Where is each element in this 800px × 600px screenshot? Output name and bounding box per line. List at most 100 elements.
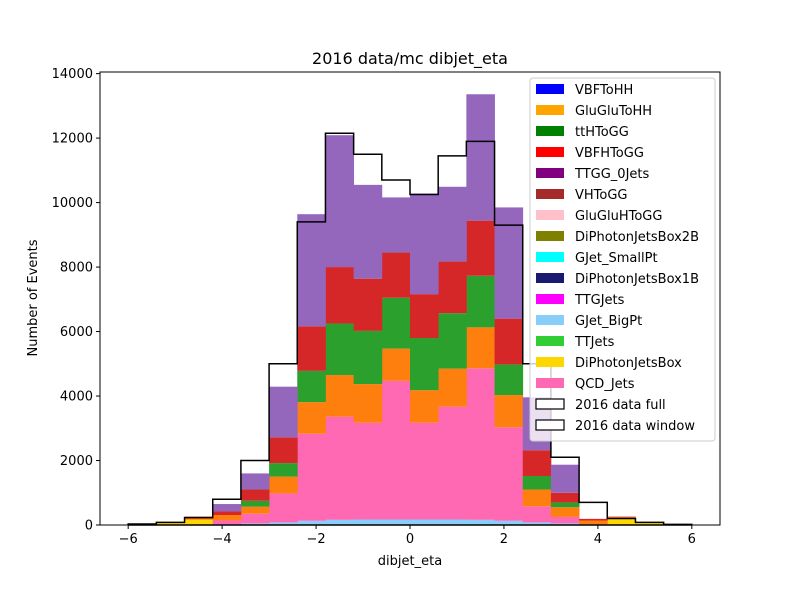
- bar-gjet-bigpt-bin-12: [466, 519, 495, 525]
- bar-bkg-orange-bin-7: [325, 375, 355, 417]
- bar-bkg-green-bin-12: [466, 275, 495, 328]
- legend-swatch-diphotonjetsbox: [536, 357, 564, 367]
- x-tick-label: −4: [213, 532, 232, 547]
- legend-label-ttgjets: TTGJets: [574, 293, 625, 308]
- bar-bkg-orange-bin-4: [240, 506, 270, 514]
- bar-gjet-bigpt-bin-9: [381, 519, 411, 525]
- legend-swatch-2016-data-window: [535, 419, 565, 431]
- bar-bkg-green-bin-8: [353, 330, 383, 385]
- bar-bkg-green-bin-11: [438, 313, 467, 369]
- bar-bkg-green-bin-4: [240, 500, 270, 507]
- bar-bkg-purple-bin-11: [438, 186, 467, 262]
- x-tick-label: −2: [306, 532, 325, 547]
- bar-gjet-bigpt-bin-15: [550, 523, 580, 525]
- legend-label-gjet-smallpt: GJet_SmallPt: [575, 251, 658, 266]
- x-tick-label: 2: [500, 532, 508, 547]
- bar-qcd-jets-bin-11: [438, 406, 467, 520]
- legend-swatch-gjet-smallpt: [536, 252, 564, 262]
- y-tick-label: 4000: [60, 390, 93, 405]
- legend-swatch-gluglutohh: [536, 105, 564, 115]
- bar-bkg-red-bin-3: [212, 511, 242, 516]
- legend-swatch-ttjets: [536, 336, 564, 346]
- bar-bkg-red-bin-17: [607, 516, 636, 518]
- bar-bkg-red-bin-5: [269, 437, 298, 464]
- legend: VBFToHH GluGluToHH ttHToGG VBFHToGG TTGG_0Je…: [529, 77, 716, 442]
- x-tick-label: −6: [119, 532, 138, 547]
- bar-bkg-purple-bin-5: [269, 386, 298, 438]
- bar-diphotonjetsbox-bin-17: [607, 518, 636, 525]
- bar-bkg-orange-bin-11: [438, 368, 467, 407]
- legend-swatch-gjet-bigpt: [536, 315, 564, 325]
- bar-bkg-green-bin-6: [297, 370, 326, 403]
- bar-qcd-jets-bin-6: [297, 433, 326, 521]
- legend-swatch-ttgjets: [536, 294, 564, 304]
- bar-gjet-bigpt-bin-14: [522, 522, 552, 525]
- bar-qcd-jets-bin-14: [522, 506, 552, 523]
- y-axis-ticks: 0 2000 4000 6000 8000 10000 12000 14000: [52, 67, 100, 534]
- legend-swatch-diphotonjetsbox2b: [536, 231, 564, 241]
- bar-bkg-green-bin-5: [269, 463, 298, 477]
- bar-gjet-bigpt-bin-5: [269, 522, 298, 525]
- bar-bkg-red-bin-7: [325, 267, 355, 324]
- legend-swatch-qcd-jets: [536, 378, 564, 388]
- bar-bkg-green-bin-7: [325, 323, 355, 376]
- legend-label-gjet-bigpt: GJet_BigPt: [575, 314, 642, 329]
- bar-gjet-bigpt-bin-7: [325, 519, 355, 525]
- bar-bkg-green-bin-13: [494, 364, 524, 396]
- bar-qcd-jets-bin-5: [269, 493, 298, 523]
- bar-diphotonjetsbox-bin-2: [184, 519, 214, 525]
- legend-swatch-2016-data-full: [535, 398, 565, 410]
- legend-box: [529, 77, 716, 442]
- bar-bkg-orange-bin-10: [410, 390, 439, 423]
- y-tick-label: 0: [85, 519, 93, 534]
- legend-swatch-glugluhtogg: [536, 210, 564, 220]
- x-tick-label: 4: [594, 532, 602, 547]
- bar-bkg-orange-bin-15: [550, 507, 580, 517]
- legend-label-vbftohh: VBFToHH: [575, 83, 633, 98]
- stacked-bars: [156, 94, 693, 525]
- x-tick-label: 6: [688, 532, 696, 547]
- bar-diphotonjetsbox-bin-1: [156, 523, 185, 525]
- bar-qcd-jets-bin-3: [212, 520, 242, 525]
- x-tick-label: 0: [406, 532, 414, 547]
- bar-bkg-purple-bin-10: [410, 193, 439, 295]
- bar-bkg-orange-bin-2: [184, 517, 214, 520]
- bar-gjet-bigpt-bin-8: [353, 519, 383, 525]
- y-tick-label: 8000: [60, 261, 93, 276]
- legend-label-ttjets: TTJets: [574, 335, 615, 350]
- bar-bkg-orange-bin-3: [212, 515, 242, 521]
- data-outline-2016-data-full: [127, 132, 693, 526]
- bar-bkg-red-bin-16: [579, 518, 608, 521]
- legend-label-qcd-jets: QCD_Jets: [575, 377, 635, 392]
- bar-qcd-jets-bin-7: [325, 416, 355, 520]
- legend-swatch-vbfhtogg: [536, 147, 564, 157]
- legend-swatch-vbftohh: [536, 84, 564, 94]
- bar-bkg-green-bin-10: [410, 338, 439, 391]
- legend-label-vhtogg: VHToGG: [575, 188, 628, 203]
- bar-bkg-purple-bin-9: [381, 197, 411, 253]
- legend-label-2016-data-window: 2016 data window: [575, 419, 695, 434]
- bar-bkg-red-bin-4: [240, 489, 270, 501]
- legend-swatch-vhtogg: [536, 189, 564, 199]
- bar-bkg-red-bin-11: [438, 261, 467, 314]
- bar-bkg-orange-bin-12: [466, 327, 495, 369]
- bar-bkg-green-bin-14: [522, 475, 552, 490]
- legend-swatch-diphotonjetsbox1b: [536, 273, 564, 283]
- bar-gjet-bigpt-bin-6: [297, 520, 326, 525]
- legend-label-diphotonjetsbox2b: DiPhotonJetsBox2B: [575, 230, 699, 245]
- bar-bkg-red-bin-10: [410, 294, 439, 338]
- bar-bkg-orange-bin-13: [494, 395, 524, 428]
- legend-label-glugluhtogg: GluGluHToGG: [575, 209, 662, 224]
- bar-bkg-orange-bin-8: [353, 384, 383, 423]
- y-tick-label: 6000: [60, 325, 93, 340]
- bar-bkg-red-bin-6: [297, 326, 326, 371]
- y-axis-label: Number of Events: [26, 239, 41, 356]
- bar-bkg-purple-bin-7: [325, 135, 355, 268]
- y-tick-label: 14000: [52, 67, 93, 82]
- legend-label-diphotonjetsbox: DiPhotonJetsBox: [575, 356, 682, 371]
- legend-label-ttgg-0jets: TTGG_0Jets: [574, 167, 650, 182]
- y-tick-label: 2000: [60, 454, 93, 469]
- bar-gjet-bigpt-bin-10: [410, 519, 439, 525]
- bar-bkg-purple-bin-13: [494, 207, 524, 319]
